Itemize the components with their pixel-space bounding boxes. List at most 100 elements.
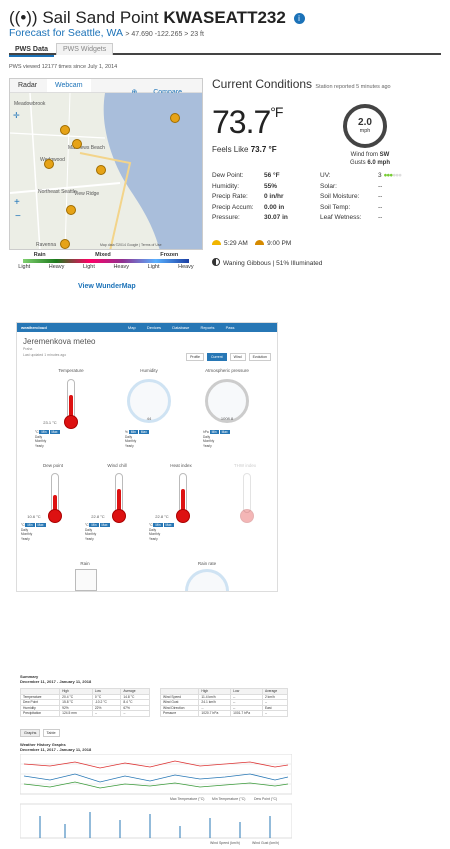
zoom-out-button[interactable]: − <box>15 211 21 222</box>
temperature-thermometer <box>67 379 75 419</box>
moon-icon <box>212 258 220 266</box>
evolution-button[interactable]: Evolution <box>248 353 271 361</box>
thw-thermometer <box>243 473 251 513</box>
wind-speed: 2.0 <box>358 117 372 128</box>
compare-icon: ⊕ <box>131 89 138 96</box>
windchill-value: 22.8 °C <box>91 514 105 519</box>
tab-table[interactable]: Table <box>42 729 60 737</box>
feels-like: Feels Like 73.7 °F <box>212 145 277 154</box>
pressure-label: Atmospheric pressure <box>205 368 249 373</box>
view-buttons: Profile Current Wind Evolution <box>184 353 271 361</box>
humidity-mini-table: % Min Max Daily Monthly Yearly <box>125 430 149 448</box>
station-marker[interactable] <box>66 205 76 215</box>
nav-database[interactable]: Database <box>172 325 190 330</box>
heatindex-value: 22.8 °C <box>155 514 169 519</box>
device-title: Jeremenkova meteo <box>23 337 96 346</box>
wind-compass: 2.0 mph <box>343 104 387 148</box>
map-location-icon[interactable]: ✛ <box>13 111 20 120</box>
moon-phase: Waning Gibbous | 51% Illuminated <box>212 258 322 267</box>
pressure-value: 1008.8 <box>220 416 234 421</box>
tab-pws-widgets[interactable]: PWS Widgets <box>56 43 114 55</box>
rainrate-label: Rain rate <box>197 561 217 566</box>
info-icon[interactable]: i <box>293 13 305 24</box>
pressure-gauge <box>205 379 249 423</box>
thw-label: THW index <box>233 463 257 468</box>
max-temp-line <box>23 760 289 769</box>
temperature-label: Temperature <box>58 368 84 373</box>
forecast-line: Forecast for Seattle, WA > 47.690 -122.2… <box>9 27 204 39</box>
legend-frozen: Frozen <box>160 252 179 258</box>
tab-graphs[interactable]: Graphs <box>20 729 41 737</box>
reported-time: Station reported 5 minutes ago <box>315 84 391 90</box>
forecast-link[interactable]: Forecast for Seattle, WA <box>9 27 123 39</box>
summary-heading: Summary December 11, 2017 - January 11, … <box>20 674 92 684</box>
thermometer-bulb <box>64 415 78 429</box>
map-label: Northeast Seattle <box>38 189 77 195</box>
uv-scale-icon: ●●● <box>383 172 393 179</box>
profile-button[interactable]: Profile <box>186 353 204 361</box>
map-attribution: Map data ©2014 Google | Terms of Use <box>100 243 162 247</box>
device-location: Praha <box>23 347 33 351</box>
summary-table-left: High Low Average Temperature 20.4 °C 0 °C 14.… <box>19 688 150 717</box>
legend-max-temp: Max Temperature (°C) <box>170 797 204 801</box>
wind-text: Wind from SW Gusts 6.0 mph <box>349 152 391 166</box>
station-marker[interactable] <box>96 165 106 175</box>
view-wundermap-link[interactable]: View WunderMap <box>78 283 136 290</box>
min-temp-line <box>23 773 289 783</box>
map-label: Meadowbrook <box>14 101 46 107</box>
current-conditions-title: Current Conditions Station reported 5 mi… <box>212 77 391 91</box>
station-name: Sail Sand Point <box>42 8 159 27</box>
precip-legend: Rain Mixed Frozen Light Heavy Light Heav… <box>9 252 203 270</box>
thermometer-bulb <box>176 509 190 523</box>
thermometer-bulb <box>112 509 126 523</box>
tab-radar[interactable]: Radar <box>18 82 38 89</box>
legend-min-temp: Min Temperature (°C) <box>212 797 245 801</box>
dewpoint-mini-table: °C Min Max Daily Monthly Yearly <box>21 523 46 541</box>
temperature-value: 23.1 °C <box>43 420 57 425</box>
heatindex-thermometer <box>179 473 187 513</box>
legend-scale: Light <box>147 264 160 270</box>
thermometer-bulb <box>48 509 62 523</box>
webcam-map[interactable]: Radar Webcam ⊕ Compare Meadowbrook Wedgw… <box>9 78 203 250</box>
weather-history: Summary December 11, 2017 - January 11, … <box>16 672 292 847</box>
dashboard-brand: weathercloud <box>21 325 47 330</box>
station-marker[interactable] <box>60 239 70 249</box>
map-tabs: Radar Webcam ⊕ Compare <box>10 79 202 96</box>
station-marker[interactable] <box>170 113 180 123</box>
legend-rain: Rain <box>33 252 46 258</box>
wind-button[interactable]: Wind <box>229 353 246 361</box>
map-canvas: Meadowbrook Wedgwood Matthews Beach View… <box>10 93 202 249</box>
legend-scale: Light <box>18 264 31 270</box>
dewpoint-thermometer <box>51 473 59 513</box>
tab-webcam[interactable]: Webcam <box>47 79 91 92</box>
weathercloud-dashboard: weathercloud Map Devices Database Report… <box>16 322 278 592</box>
tab-pws-data[interactable]: PWS Data <box>9 44 55 57</box>
dew-point-line <box>23 781 289 789</box>
windchill-thermometer <box>115 473 123 513</box>
nav-reports[interactable]: Reports <box>200 325 215 330</box>
humidity-label: Humidity <box>140 368 158 373</box>
windchill-mini-table: °C Min Max Daily Monthly Yearly <box>85 523 110 541</box>
current-button[interactable]: Current <box>206 353 227 361</box>
legend-scale: Heavy <box>113 264 130 270</box>
nav-pass[interactable]: Pass <box>225 325 235 330</box>
legend-dew-point: Dew Point (°C) <box>254 797 277 801</box>
station-marker[interactable] <box>60 125 70 135</box>
dashboard-navbar: weathercloud Map Devices Database Report… <box>17 323 277 332</box>
zoom-in-button[interactable]: + <box>14 197 20 208</box>
sunrise-icon <box>212 240 221 245</box>
pws-tabs: PWS Data PWS Widgets <box>9 43 441 57</box>
station-marker[interactable] <box>72 139 82 149</box>
dewpoint-value: 10.6 °C <box>27 514 41 519</box>
compare-link[interactable]: ⊕ Compare <box>115 82 198 102</box>
nav-map[interactable]: Map <box>127 325 136 330</box>
legend-wind-gust: Wind Gust (km/h) <box>252 841 279 845</box>
humidity-value: 44 <box>146 416 152 421</box>
nav-devices[interactable]: Devices <box>146 325 162 330</box>
history-graphs: Max Temperature (°C) Min Temperature (°C… <box>20 754 292 845</box>
station-marker[interactable] <box>44 159 54 169</box>
conditions-grid: Dew Point: 56 °F UV: 3 ●●●●●● Humidity: 55% S… <box>212 172 402 221</box>
station-id: KWASEATT232 <box>163 8 286 27</box>
legend-scale: Heavy <box>178 264 194 270</box>
last-updated: Last updated 1 minutes ago <box>23 353 67 357</box>
